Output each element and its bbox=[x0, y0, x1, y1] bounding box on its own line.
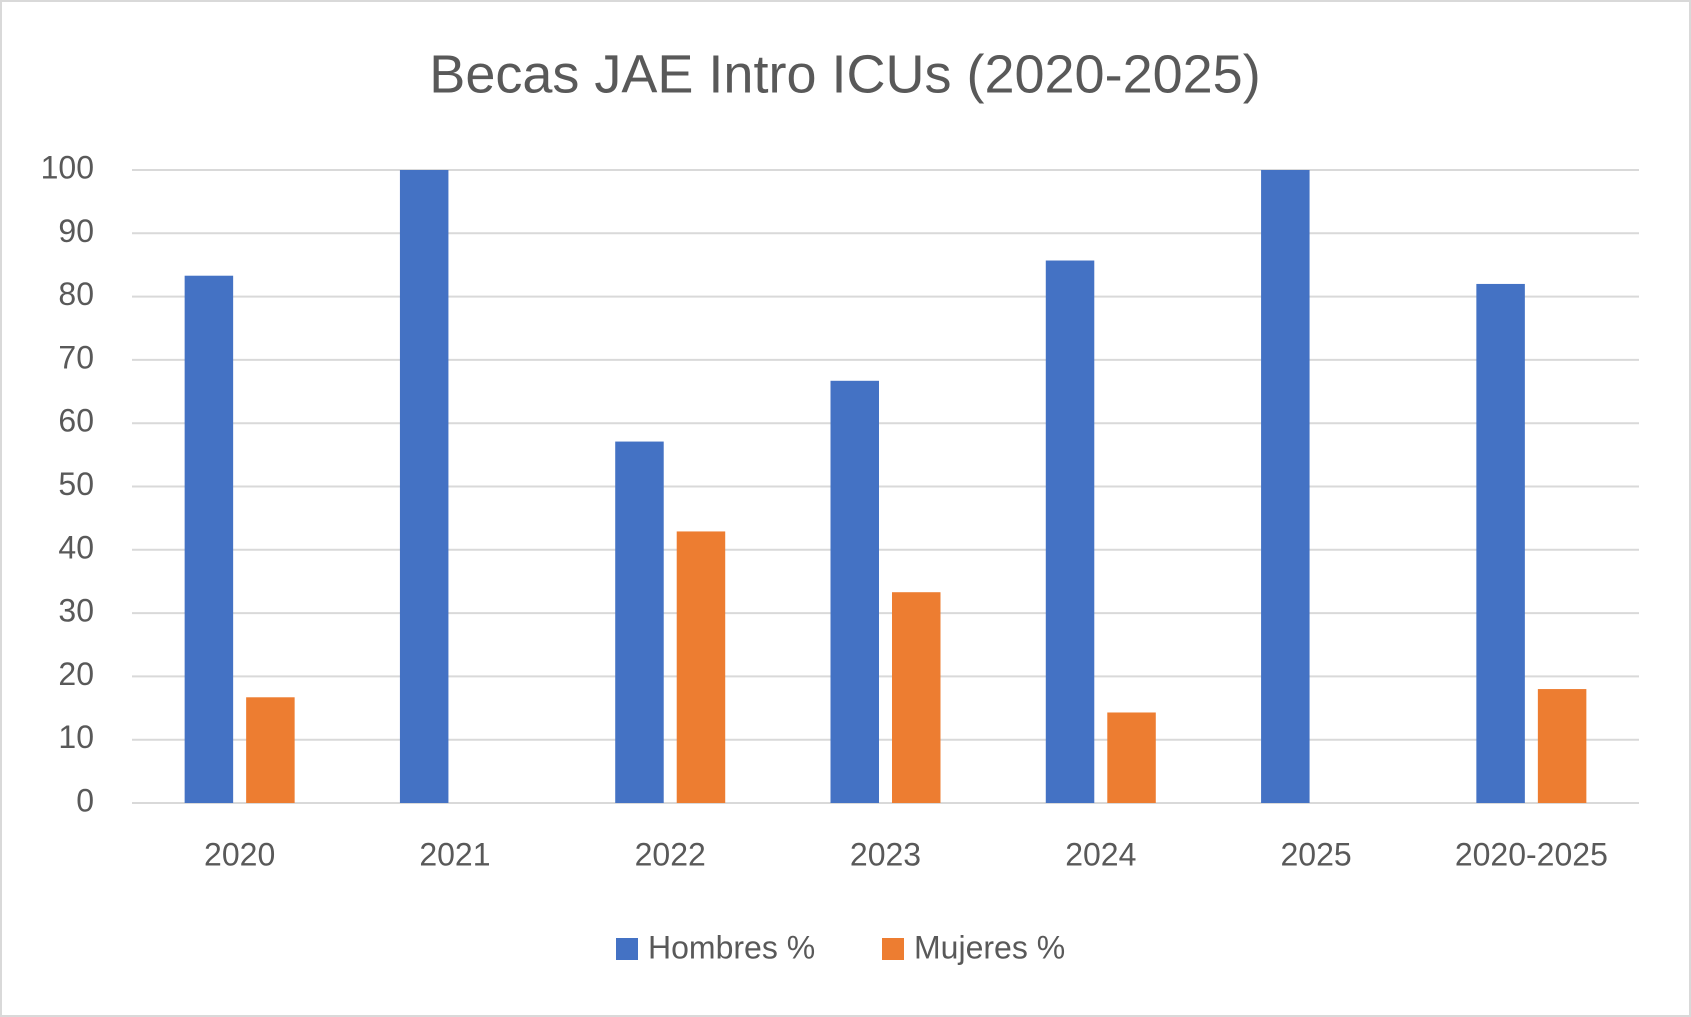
y-tick-label: 10 bbox=[58, 719, 94, 755]
x-tick-label: 2020 bbox=[204, 836, 275, 872]
y-tick-label: 20 bbox=[58, 656, 94, 692]
legend-label: Hombres % bbox=[648, 929, 815, 965]
bar bbox=[1476, 283, 1525, 803]
bar bbox=[892, 592, 941, 803]
bar bbox=[1261, 170, 1310, 803]
y-tick-label: 60 bbox=[58, 403, 94, 439]
x-tick-label: 2020-2025 bbox=[1455, 836, 1608, 872]
bar bbox=[615, 441, 664, 803]
x-tick-label: 2022 bbox=[635, 836, 706, 872]
y-tick-label: 80 bbox=[58, 276, 94, 312]
bar bbox=[399, 170, 449, 803]
y-tick-label: 30 bbox=[58, 593, 94, 629]
bar bbox=[1537, 689, 1587, 803]
bar bbox=[676, 531, 726, 803]
bar bbox=[830, 380, 879, 803]
x-tick-label: 2021 bbox=[419, 836, 490, 872]
chart-title: Becas JAE Intro ICUs (2020-2025) bbox=[429, 44, 1260, 104]
y-tick-label: 100 bbox=[41, 149, 94, 185]
y-tick-label: 50 bbox=[58, 466, 94, 502]
legend-swatch bbox=[616, 938, 638, 960]
x-tick-label: 2024 bbox=[1065, 836, 1136, 872]
bar bbox=[1045, 260, 1095, 803]
y-tick-label: 70 bbox=[58, 339, 94, 375]
y-tick-label: 0 bbox=[76, 782, 94, 818]
x-tick-label: 2023 bbox=[850, 836, 921, 872]
y-tick-label: 40 bbox=[58, 529, 94, 565]
bar bbox=[246, 697, 295, 803]
x-tick-label: 2025 bbox=[1280, 836, 1351, 872]
y-tick-label: 90 bbox=[58, 213, 94, 249]
legend-label: Mujeres % bbox=[914, 929, 1065, 965]
legend-swatch bbox=[882, 938, 904, 960]
bar bbox=[184, 275, 234, 803]
bar bbox=[1107, 712, 1156, 803]
